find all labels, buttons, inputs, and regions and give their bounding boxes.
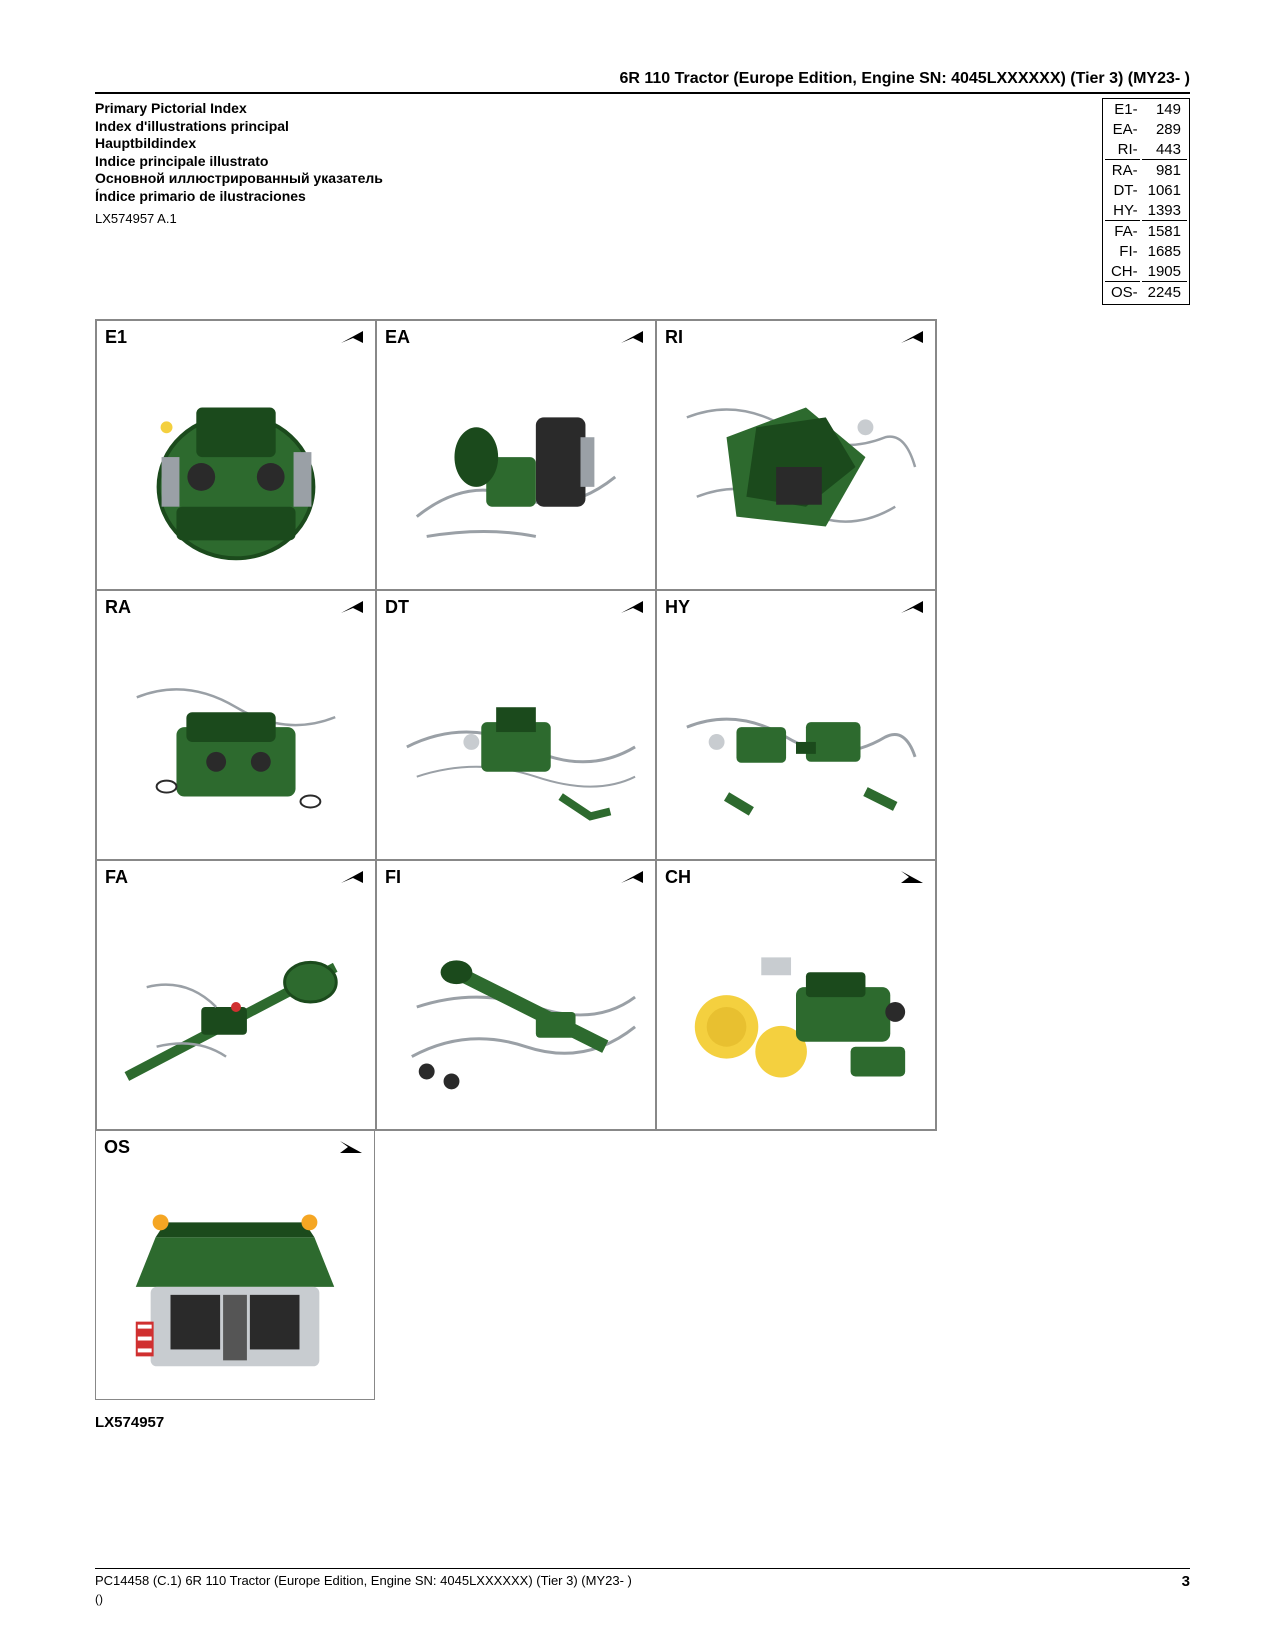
index-code: EA- — [1105, 121, 1140, 139]
title-it: Indice principale illustrato — [95, 153, 383, 171]
footer-left: PC14458 (C.1) 6R 110 Tractor (Europe Edi… — [95, 1573, 632, 1590]
cell-label: FI — [385, 867, 401, 888]
index-page: 981 — [1142, 162, 1187, 180]
index-page: 1061 — [1142, 182, 1187, 200]
section-index-table: E1-149EA-289RI-443RA-981DT-1061HY-1393FA… — [1102, 98, 1190, 305]
pictorial-cell-e1[interactable]: E1 — [96, 320, 376, 590]
part-illustration — [107, 895, 365, 1119]
part-illustration — [667, 625, 925, 849]
index-code: OS- — [1105, 284, 1140, 302]
cell-label: E1 — [105, 327, 127, 348]
title-block: Primary Pictorial Index Index d'illustra… — [95, 100, 383, 205]
index-page: 2245 — [1142, 284, 1187, 302]
index-page: 289 — [1142, 121, 1187, 139]
pictorial-cell-hy[interactable]: HY — [656, 590, 936, 860]
part-illustration — [107, 355, 365, 579]
cell-label: OS — [104, 1137, 130, 1158]
footer-sub: () — [95, 1592, 103, 1606]
pictorial-cell-os[interactable]: OS — [95, 1130, 375, 1400]
index-row[interactable]: DT-1061 — [1105, 182, 1187, 200]
index-code: E1- — [1105, 101, 1140, 119]
index-row[interactable]: OS-2245 — [1105, 284, 1187, 302]
index-page: 1393 — [1142, 202, 1187, 221]
index-row[interactable]: HY-1393 — [1105, 202, 1187, 221]
arrow-icon — [899, 599, 925, 622]
pictorial-grid-row4: OS — [95, 1130, 377, 1400]
index-row[interactable]: RI-443 — [1105, 141, 1187, 160]
index-page: 149 — [1142, 101, 1187, 119]
pictorial-cell-ch[interactable]: CH — [656, 860, 936, 1130]
pictorial-cell-fa[interactable]: FA — [96, 860, 376, 1130]
title-fr: Index d'illustrations principal — [95, 118, 383, 136]
index-page: 1905 — [1142, 263, 1187, 282]
index-row[interactable]: EA-289 — [1105, 121, 1187, 139]
arrow-icon — [339, 869, 365, 892]
title-de: Hauptbildindex — [95, 135, 383, 153]
index-code: RA- — [1105, 162, 1140, 180]
cell-label: RI — [665, 327, 683, 348]
part-illustration — [387, 625, 645, 849]
arrow-icon — [339, 329, 365, 352]
title-ru: Основной иллюстрированный указатель — [95, 170, 383, 188]
pictorial-cell-ea[interactable]: EA — [376, 320, 656, 590]
part-illustration — [387, 895, 645, 1119]
title-en: Primary Pictorial Index — [95, 100, 383, 118]
index-code: CH- — [1105, 263, 1140, 282]
bottom-reference: LX574957 — [95, 1414, 1190, 1431]
cell-label: HY — [665, 597, 690, 618]
arrow-icon — [899, 869, 925, 892]
index-code: DT- — [1105, 182, 1140, 200]
part-illustration — [667, 895, 925, 1119]
part-illustration — [106, 1165, 364, 1389]
pictorial-cell-dt[interactable]: DT — [376, 590, 656, 860]
cell-label: EA — [385, 327, 410, 348]
arrow-icon — [619, 599, 645, 622]
part-illustration — [107, 625, 365, 849]
arrow-icon — [899, 329, 925, 352]
index-row[interactable]: FI-1685 — [1105, 243, 1187, 261]
cell-label: FA — [105, 867, 128, 888]
part-illustration — [387, 355, 645, 579]
part-illustration — [667, 355, 925, 579]
pictorial-cell-fi[interactable]: FI — [376, 860, 656, 1130]
pictorial-grid: E1 EA RI — [95, 319, 937, 1131]
title-es: Índice primario de ilustraciones — [95, 188, 383, 206]
index-code: FI- — [1105, 243, 1140, 261]
index-code: RI- — [1105, 141, 1140, 160]
arrow-icon — [619, 869, 645, 892]
index-code: FA- — [1105, 223, 1140, 241]
pictorial-cell-ra[interactable]: RA — [96, 590, 376, 860]
arrow-icon — [339, 599, 365, 622]
page-footer: PC14458 (C.1) 6R 110 Tractor (Europe Edi… — [95, 1568, 1190, 1590]
cell-label: RA — [105, 597, 131, 618]
index-row[interactable]: FA-1581 — [1105, 223, 1187, 241]
arrow-icon — [619, 329, 645, 352]
index-row[interactable]: RA-981 — [1105, 162, 1187, 180]
reference-code: LX574957 A.1 — [95, 211, 383, 226]
page-header: 6R 110 Tractor (Europe Edition, Engine S… — [95, 70, 1190, 94]
arrow-icon — [338, 1139, 364, 1162]
cell-label: CH — [665, 867, 691, 888]
page-number: 3 — [1182, 1573, 1190, 1590]
index-row[interactable]: CH-1905 — [1105, 263, 1187, 282]
index-page: 1685 — [1142, 243, 1187, 261]
index-code: HY- — [1105, 202, 1140, 221]
cell-label: DT — [385, 597, 409, 618]
index-page: 1581 — [1142, 223, 1187, 241]
index-row[interactable]: E1-149 — [1105, 101, 1187, 119]
pictorial-cell-ri[interactable]: RI — [656, 320, 936, 590]
index-page: 443 — [1142, 141, 1187, 160]
